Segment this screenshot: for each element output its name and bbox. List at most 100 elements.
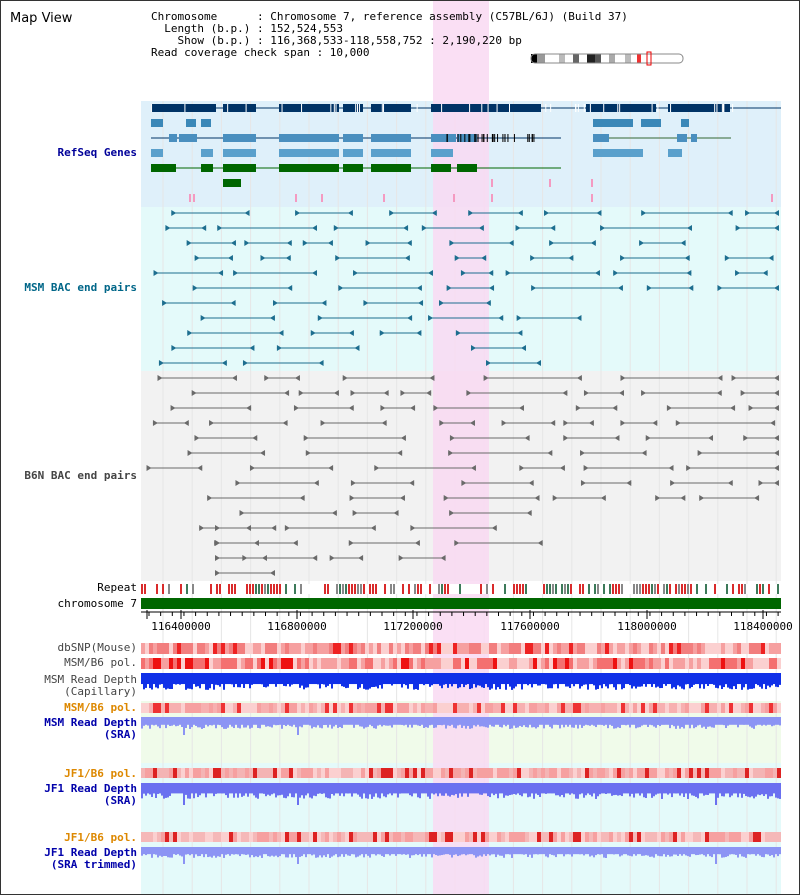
exon-divider (575, 104, 577, 112)
polymorphism-bin (389, 703, 393, 713)
polymorphism-bin (701, 643, 705, 654)
read-depth-bin (561, 783, 563, 795)
exon-divider (151, 104, 153, 112)
read-depth-bin (397, 847, 399, 852)
bac-end-marker (431, 210, 437, 216)
read-depth-bin (527, 673, 529, 686)
polymorphism-bin (281, 832, 285, 842)
read-depth-bin (505, 673, 507, 690)
bac-end-marker (410, 525, 416, 531)
read-depth-bin (357, 847, 359, 857)
bac-end-marker (318, 360, 324, 366)
read-depth-bin (173, 717, 175, 724)
read-depth-bin (335, 847, 337, 853)
exon-mark (481, 134, 483, 142)
read-depth-bin (631, 783, 633, 794)
polymorphism-bin (693, 832, 697, 842)
polymorphism-bin (269, 703, 273, 713)
read-depth-bin (435, 717, 437, 728)
read-depth-bin (305, 673, 307, 688)
polymorphism-bin (525, 832, 529, 842)
exon-divider (481, 104, 483, 112)
bac-end-marker (620, 375, 626, 381)
polymorphism-bin (233, 643, 237, 654)
polymorphism-bin (341, 658, 345, 669)
read-depth-bin (627, 673, 629, 684)
read-depth-bin (485, 717, 487, 728)
polymorphism-bin (429, 768, 433, 778)
bac-end-marker (276, 345, 282, 351)
polymorphism-bin (533, 768, 537, 778)
polymorphism-bin (473, 832, 477, 842)
read-depth-bin (337, 673, 339, 684)
read-depth-bin (649, 783, 651, 791)
read-depth-bin (219, 673, 221, 687)
read-depth-bin (565, 673, 567, 687)
bac-end-marker (217, 225, 223, 231)
read-depth-bin (435, 847, 437, 856)
read-depth-bin (161, 847, 163, 857)
read-depth-bin (529, 717, 531, 725)
read-depth-bin (675, 673, 677, 690)
polymorphism-bin (641, 703, 645, 713)
read-depth-bin (215, 847, 217, 858)
read-depth-bin (515, 847, 517, 853)
read-depth-bin (779, 847, 781, 852)
polymorphism-bin (337, 703, 341, 713)
polymorphism-bin (313, 703, 317, 713)
bac-end-marker (745, 210, 751, 216)
read-depth-bin (413, 717, 415, 725)
read-depth-bin (681, 717, 683, 728)
bac-end-marker (731, 375, 737, 381)
read-depth-bin (625, 783, 627, 791)
exon-divider (416, 104, 418, 112)
polymorphism-bin (545, 658, 549, 669)
track-label-refseq-genes[interactable]: RefSeq Genes (57, 146, 137, 159)
repeat-element (393, 584, 395, 594)
polymorphism-bin (157, 768, 161, 778)
polymorphism-bin (685, 658, 689, 669)
read-depth-bin (709, 717, 711, 727)
gene-block (586, 104, 656, 112)
polymorphism-bin (697, 768, 701, 778)
read-depth-bin (561, 673, 563, 682)
read-depth-bin (447, 673, 449, 688)
polymorphism-bin (369, 703, 373, 713)
read-depth-bin (553, 847, 555, 856)
read-depth-bin (697, 717, 699, 726)
polymorphism-bin (417, 643, 421, 654)
read-depth-bin (175, 847, 177, 855)
polymorphism-bin (617, 658, 621, 669)
read-depth-bin (637, 673, 639, 687)
read-depth-bin (691, 847, 693, 854)
polymorphism-bin (473, 703, 477, 713)
polymorphism-bin (209, 768, 213, 778)
polymorphism-bin (301, 768, 305, 778)
bac-end-marker (404, 255, 410, 261)
polymorphism-bin (577, 643, 581, 654)
read-depth-bin (703, 783, 705, 796)
read-depth-bin (343, 673, 345, 687)
track-label-msm-bac[interactable]: MSM BAC end pairs (24, 281, 137, 294)
read-depth-bin (425, 673, 427, 682)
polymorphism-bin (373, 768, 377, 778)
ideogram-band (595, 54, 601, 63)
polymorphism-bin (153, 832, 157, 842)
polymorphism-bin (173, 768, 177, 778)
exon-mark (533, 134, 535, 142)
read-depth-bin (643, 783, 645, 798)
track-label-msm-depth-capillary: MSM Read Depth (44, 673, 137, 686)
read-depth-bin (483, 673, 485, 688)
polymorphism-bin (257, 658, 261, 669)
polymorphism-bin (593, 643, 597, 654)
polymorphism-bin (309, 643, 313, 654)
bac-end-marker (187, 330, 193, 336)
read-depth-bin (535, 717, 537, 729)
track-label-b6n-bac[interactable]: B6N BAC end pairs (24, 469, 137, 482)
read-depth-bin (193, 673, 195, 684)
read-depth-bin (253, 673, 255, 683)
gene-block (186, 119, 196, 127)
read-depth-bin (651, 673, 653, 687)
